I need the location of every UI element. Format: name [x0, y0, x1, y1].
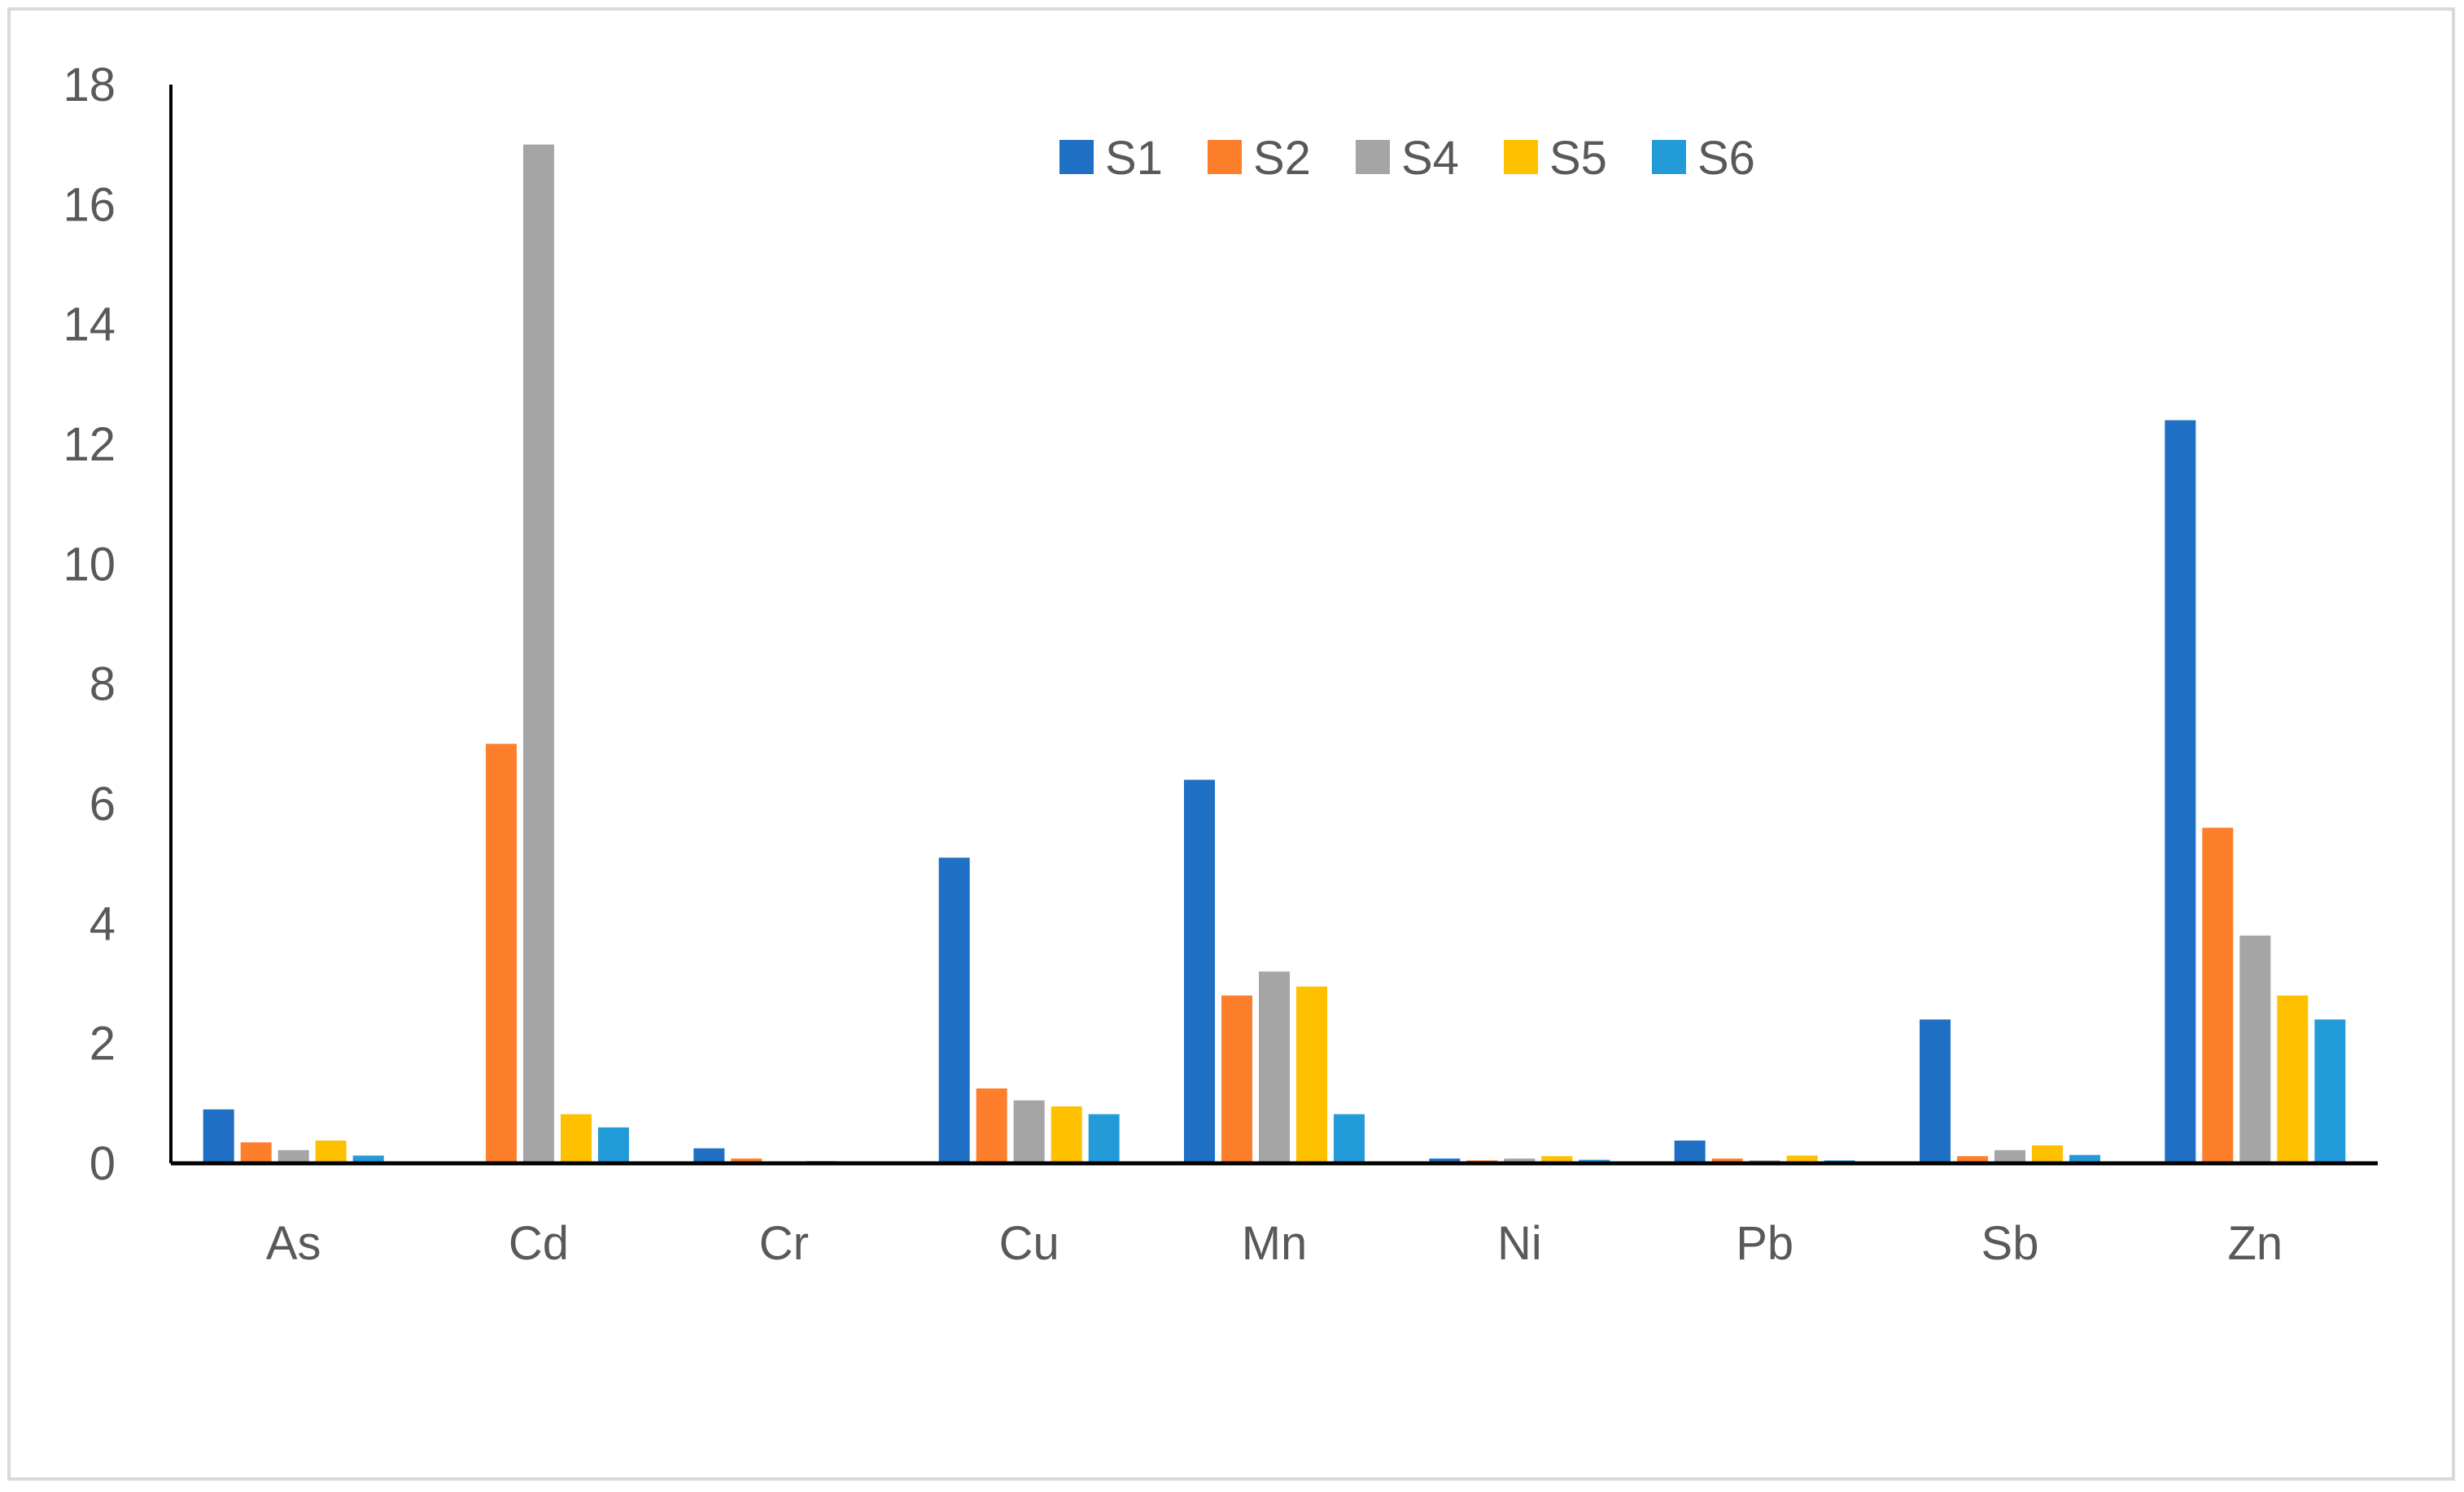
x-axis-ticks: As Cd Cr Cu Mn Ni Pb Sb Zn	[266, 1217, 2283, 1270]
bar-s5-ni	[1541, 1156, 1573, 1163]
y-axis-ticks: 0 2 4 6 8 10 12 14 16 18	[63, 59, 116, 1190]
bar-s4-as	[277, 1150, 309, 1163]
x-tick-label: Sb	[1981, 1217, 2039, 1270]
bar-s5-cu	[1051, 1106, 1082, 1163]
bar-s4-zn	[2239, 936, 2271, 1163]
bar-s5-mn	[1296, 986, 1327, 1163]
x-tick-label: Cu	[999, 1217, 1059, 1270]
x-tick-label: Ni	[1497, 1217, 1542, 1270]
legend-swatch-s6	[1652, 140, 1686, 174]
bar-s4-cu	[1013, 1100, 1045, 1163]
bar-s5-cd	[561, 1114, 592, 1163]
bar-s1-as	[203, 1109, 234, 1163]
bar-s2-cu	[976, 1088, 1007, 1163]
chart-border	[7, 7, 2455, 1481]
bar-s2-sb	[1957, 1156, 1988, 1163]
bar-s6-zn	[2314, 1019, 2346, 1163]
bars-group	[203, 144, 2346, 1164]
bar-s5-sb	[2032, 1145, 2063, 1163]
x-tick-label: Mn	[1242, 1217, 1308, 1270]
x-tick-label: As	[266, 1217, 321, 1270]
bar-s2-as	[240, 1142, 272, 1163]
legend-label-s2: S2	[1253, 132, 1311, 185]
bar-s6-mn	[1334, 1114, 1365, 1163]
bar-s6-sb	[2069, 1154, 2100, 1163]
bar-s2-cd	[486, 744, 517, 1163]
x-tick-label: Zn	[2227, 1217, 2283, 1270]
y-tick-label: 4	[90, 897, 116, 950]
x-tick-label: Pb	[1736, 1217, 1793, 1270]
y-tick-label: 16	[63, 178, 116, 231]
y-tick-label: 12	[63, 418, 116, 471]
bar-s2-mn	[1221, 995, 1252, 1163]
y-tick-label: 8	[90, 658, 116, 711]
y-tick-label: 14	[63, 299, 116, 351]
bar-s1-zn	[2165, 420, 2196, 1163]
bar-s5-zn	[2277, 995, 2309, 1163]
bar-s1-ni	[1429, 1158, 1461, 1163]
y-tick-label: 18	[63, 59, 116, 111]
bar-s1-mn	[1184, 779, 1215, 1163]
legend-swatch-s5	[1504, 140, 1538, 174]
legend-swatch-s2	[1208, 140, 1242, 174]
legend: S1 S2 S4 S5 S6	[1059, 132, 1755, 185]
bar-s4-sb	[1994, 1150, 2025, 1163]
bar-s2-pb	[1711, 1158, 1743, 1163]
bar-s5-as	[315, 1141, 347, 1163]
bar-s5-pb	[1786, 1155, 1818, 1163]
bar-s6-cd	[598, 1127, 629, 1163]
y-tick-label: 0	[90, 1137, 116, 1190]
legend-label-s6: S6	[1697, 132, 1755, 185]
bar-s1-pb	[1674, 1141, 1706, 1163]
bar-s4-mn	[1259, 971, 1290, 1163]
bar-s4-ni	[1504, 1158, 1536, 1163]
x-tick-label: Cd	[509, 1217, 569, 1270]
bar-s1-sb	[1920, 1019, 1951, 1163]
bar-s6-cu	[1088, 1114, 1120, 1163]
legend-swatch-s1	[1059, 140, 1094, 174]
y-tick-label: 2	[90, 1018, 116, 1071]
bar-s2-zn	[2202, 827, 2234, 1163]
bar-s6-as	[352, 1155, 384, 1163]
x-tick-label: Cr	[759, 1217, 809, 1270]
y-tick-label: 10	[63, 538, 116, 591]
bar-s2-cr	[731, 1158, 762, 1163]
legend-label-s4: S4	[1401, 132, 1459, 185]
legend-swatch-s4	[1356, 140, 1390, 174]
y-tick-label: 6	[90, 778, 116, 831]
legend-label-s1: S1	[1105, 132, 1163, 185]
bar-s1-cr	[693, 1148, 725, 1163]
legend-label-s5: S5	[1549, 132, 1607, 185]
bar-s1-cu	[938, 857, 970, 1163]
bar-s4-cd	[523, 144, 554, 1164]
